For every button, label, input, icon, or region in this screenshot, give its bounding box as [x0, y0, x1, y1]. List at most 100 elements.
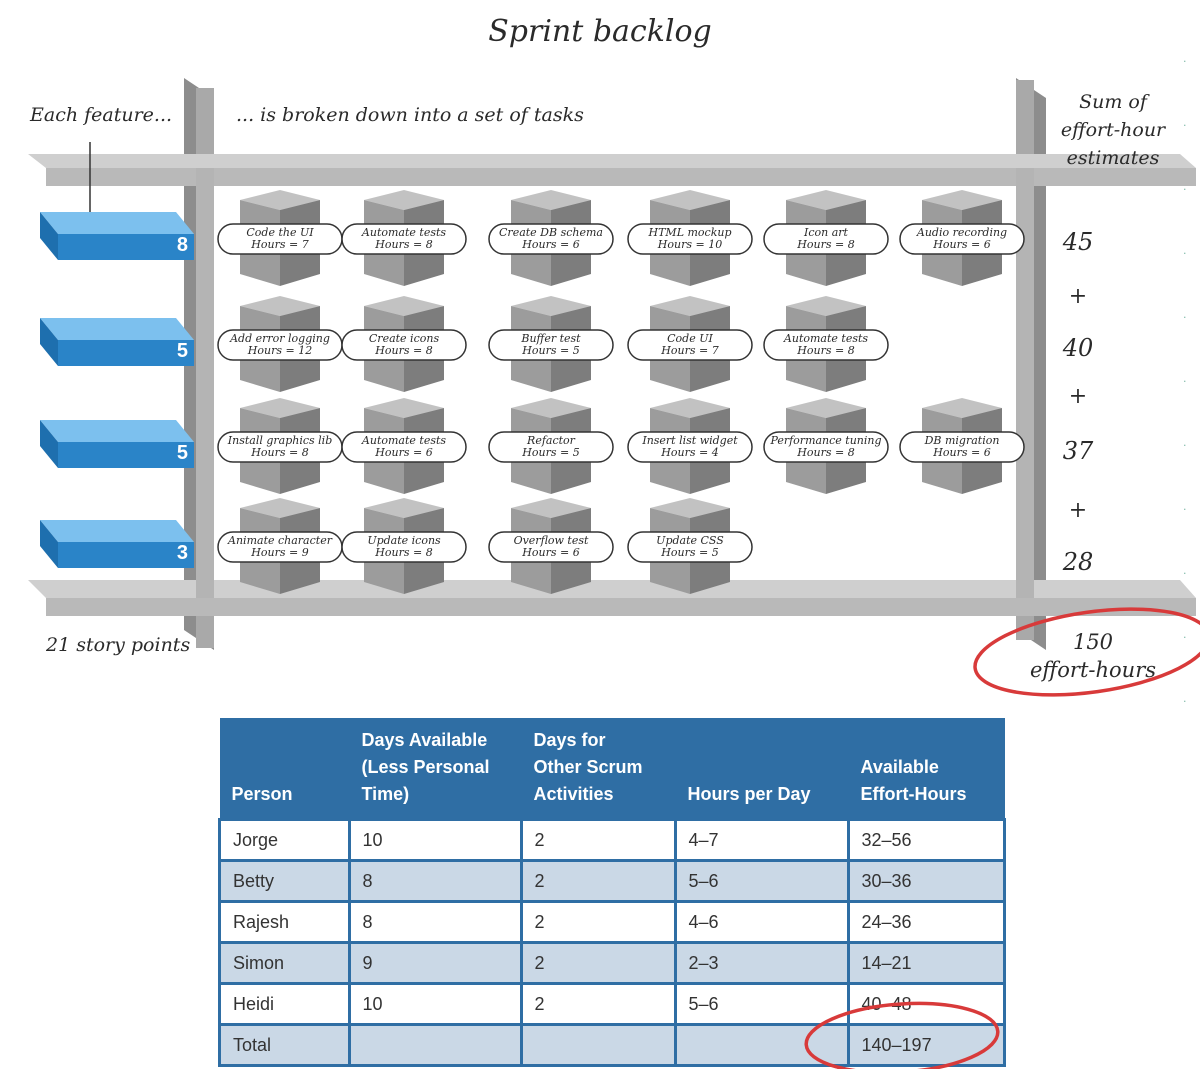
edge-mark: ·: [1183, 695, 1187, 708]
cell-available-effort: 30–36: [846, 859, 1006, 903]
task-hours: Hours = 6: [522, 546, 580, 559]
plus-sign: +: [1068, 498, 1088, 523]
tasks-caption: ... is broken down into a set of tasks: [236, 104, 584, 126]
plus-sign: +: [1068, 284, 1088, 309]
task-label-plate: [763, 223, 889, 255]
task-label: Animate character Hours = 9: [219, 535, 341, 559]
task-card: [341, 296, 467, 392]
task-card: [763, 296, 889, 392]
cell-hours-per-day: 4–6: [673, 900, 850, 944]
task-name: Create DB schema: [499, 227, 603, 239]
task-label-plate: [627, 223, 753, 255]
task-label: Add error logging Hours = 12: [219, 333, 341, 357]
task-name: Code UI: [667, 333, 713, 345]
sum-caption-line: estimates: [1066, 147, 1160, 169]
task-card: [627, 498, 753, 594]
task-hours: Hours = 8: [251, 446, 309, 459]
cell-person: Total: [218, 1023, 351, 1067]
feature-box-front: [58, 442, 194, 468]
task-label: Insert list widget Hours = 4: [629, 435, 751, 459]
task-label: Update icons Hours = 8: [343, 535, 465, 559]
task-label-plate: [899, 223, 1025, 255]
cell-hours-per-day: 4–7: [673, 818, 850, 862]
header-days-available: Days Available (Less Personal Time): [349, 718, 522, 820]
task-hours: Hours = 8: [375, 344, 433, 357]
cell-available-effort: 24–36: [846, 900, 1006, 944]
feature-box-top: [40, 420, 194, 442]
cell-days-available: 9: [347, 941, 523, 985]
sum-caption-line: effort-hour: [1060, 119, 1166, 141]
effort-hours-total: 150 effort-hours: [1028, 628, 1158, 684]
task-name: Update CSS: [656, 535, 724, 547]
task-label: DB migration Hours = 6: [901, 435, 1023, 459]
task-label: Create icons Hours = 8: [343, 333, 465, 357]
top-shelf-front: [46, 168, 1196, 186]
feature-sum-3: 37: [1062, 437, 1094, 465]
cell-days-available: 8: [347, 900, 523, 944]
task-name: Create icons: [368, 333, 440, 345]
cell-days-available: 10: [347, 818, 523, 862]
edge-mark: ·: [1183, 311, 1187, 324]
task-card: [488, 190, 614, 286]
effort-total-unit: effort-hours: [1029, 658, 1157, 682]
task-hours: Hours = 7: [251, 238, 309, 251]
story-points-total: 21 story points: [46, 634, 191, 656]
task-name: Automate tests: [361, 227, 447, 239]
cell-person: Simon: [218, 941, 351, 985]
task-hours: Hours = 5: [522, 446, 580, 459]
task-label-plate: [341, 431, 467, 463]
cell-days-scrum: 2: [519, 818, 677, 862]
task-label-plate: [488, 431, 614, 463]
task-label: Overflow test Hours = 6: [490, 535, 612, 559]
task-name: Icon art: [804, 227, 848, 239]
task-label: Automate tests Hours = 8: [343, 227, 465, 251]
task-name: Overflow test: [513, 535, 589, 547]
feature-box-top: [40, 212, 194, 234]
task-card: [627, 398, 753, 494]
task-card: [627, 190, 753, 286]
edge-mark: ·: [1183, 631, 1187, 644]
feature-story-points: 5: [176, 442, 188, 464]
task-label-plate: [341, 223, 467, 255]
right-post-front: [1016, 168, 1034, 598]
cell-days-scrum: 2: [519, 982, 677, 1026]
sprint-backlog-diagram: [28, 78, 1200, 697]
cell-available-effort: 40–48: [846, 982, 1006, 1026]
task-label-plate: [627, 329, 753, 361]
task-hours: Hours = 8: [797, 446, 855, 459]
task-hours: Hours = 6: [522, 238, 580, 251]
task-card: [899, 190, 1025, 286]
edge-mark: ·: [1183, 119, 1187, 132]
task-label: Create DB schema Hours = 6: [490, 227, 612, 251]
cell-days-scrum: [519, 1023, 677, 1067]
task-name: Install graphics lib: [227, 435, 333, 447]
feature-box-top: [40, 318, 194, 340]
edge-mark: ·: [1183, 375, 1187, 388]
cell-days-available: 10: [347, 982, 523, 1026]
cell-available-effort: 32–56: [846, 818, 1006, 862]
diagram-title: Sprint backlog: [488, 14, 712, 49]
task-name: Audio recording: [916, 227, 1008, 239]
table-total-row: Total 140–197: [218, 1023, 1006, 1067]
cell-days-scrum: 2: [519, 941, 677, 985]
task-name: Automate tests: [361, 435, 447, 447]
feature-sum-2: 40: [1062, 334, 1094, 362]
task-name: Automate tests: [783, 333, 869, 345]
header-available-effort: Available Effort-Hours: [848, 718, 1005, 820]
task-card: [341, 498, 467, 594]
task-hours: Hours = 8: [797, 238, 855, 251]
effort-highlight-ellipse: [973, 607, 1200, 697]
task-label: Refactor Hours = 5: [490, 435, 612, 459]
cell-person: Jorge: [218, 818, 351, 862]
bottom-shelf-top: [28, 580, 1196, 598]
task-card: [217, 190, 343, 286]
task-hours: Hours = 9: [251, 546, 309, 559]
table-row: Simon 9 2 2–3 14–21: [218, 941, 1006, 985]
task-card: [627, 296, 753, 392]
task-hours: Hours = 7: [661, 344, 719, 357]
task-name: Insert list widget: [642, 435, 738, 447]
task-label-plate: [488, 531, 614, 563]
edge-mark: ·: [1183, 183, 1187, 196]
task-label: Automate tests Hours = 8: [765, 333, 887, 357]
cell-hours-per-day: 5–6: [673, 982, 850, 1026]
